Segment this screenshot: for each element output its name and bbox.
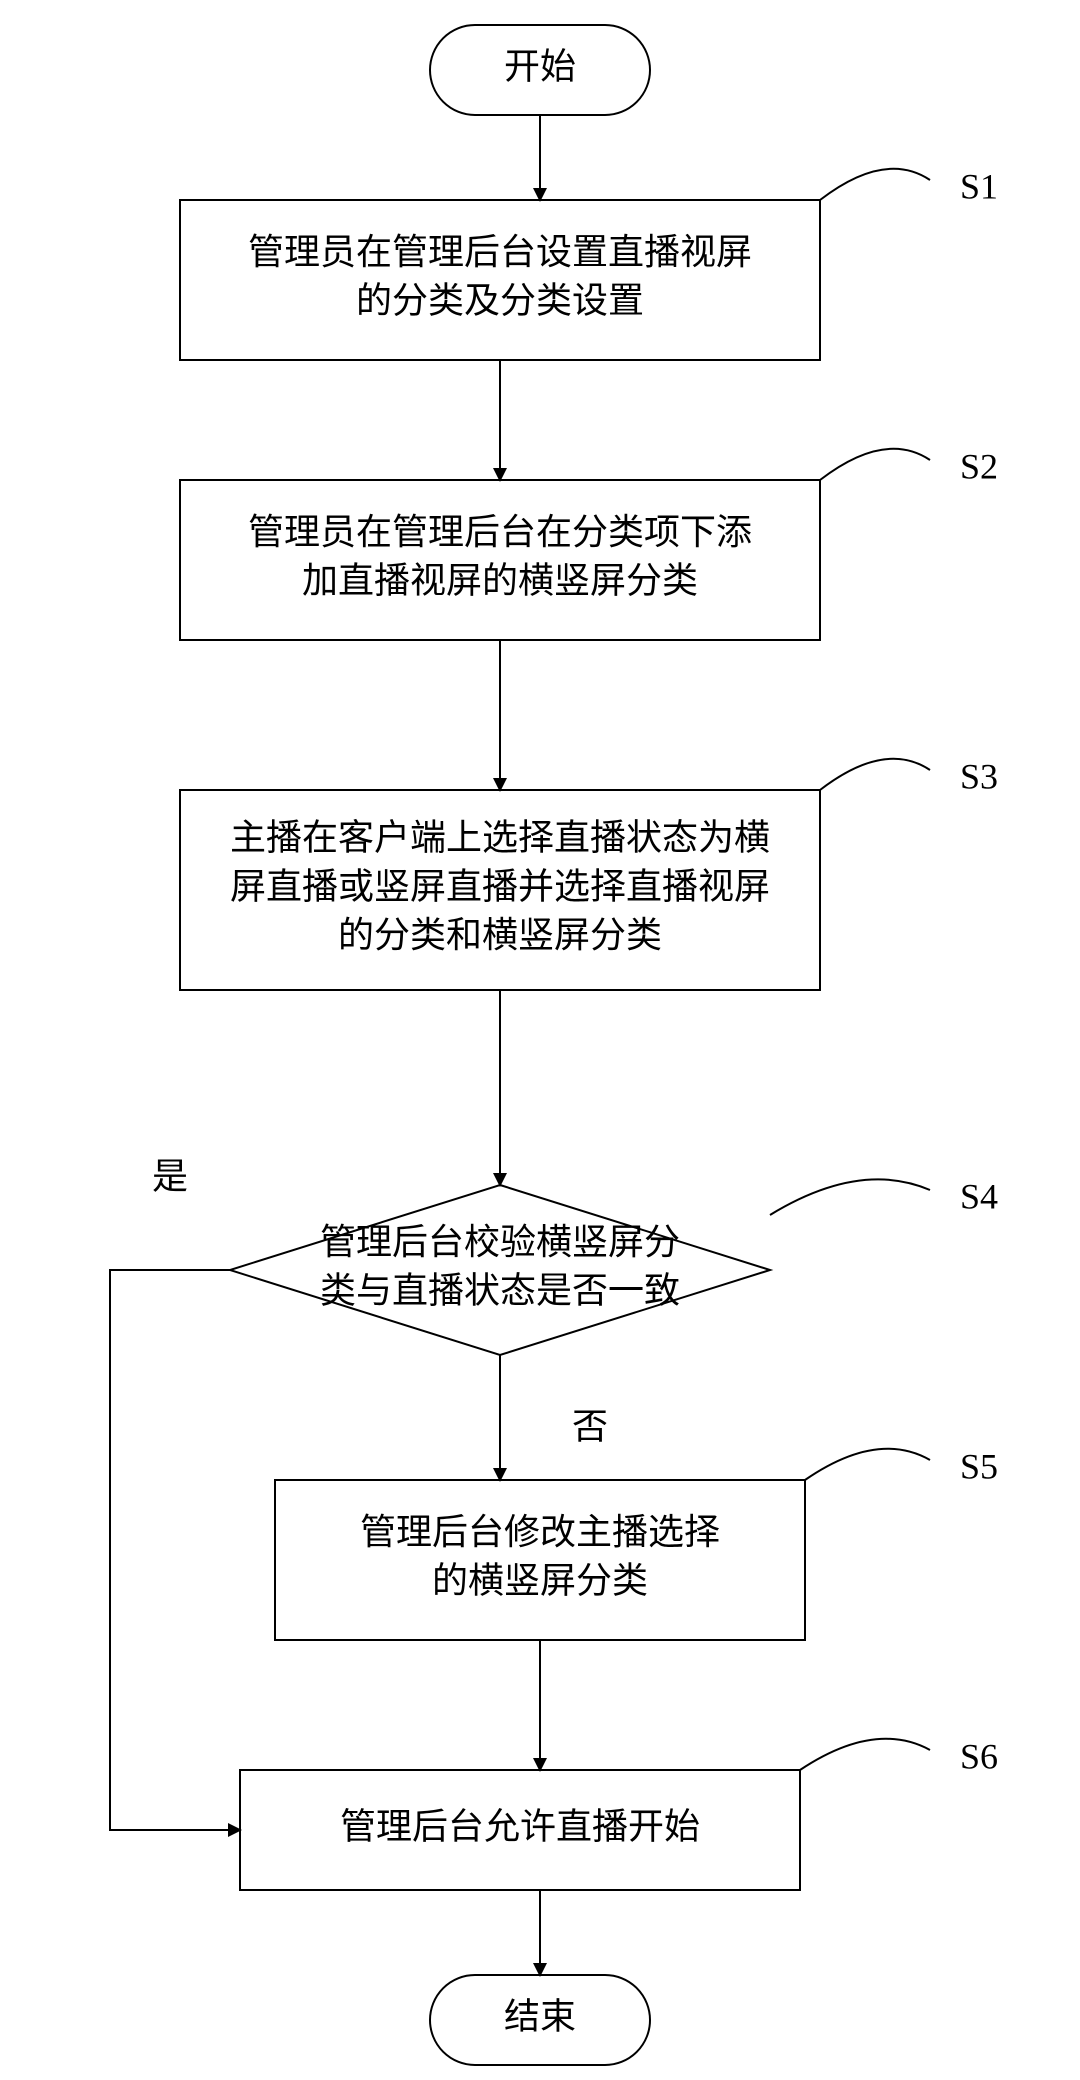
svg-text:结束: 结束 [504,1996,576,2036]
step-label-s5: S5 [960,1446,998,1486]
svg-text:管理后台允许直播开始: 管理后台允许直播开始 [340,1806,700,1846]
step-label-s6: S6 [960,1736,998,1776]
callout-s6 [800,1739,930,1770]
svg-text:管理后台校验横竖屏分: 管理后台校验横竖屏分 [320,1222,680,1262]
svg-text:的分类和横竖屏分类: 的分类和横竖屏分类 [338,915,662,955]
flowchart-canvas: 开始管理员在管理后台设置直播视屏的分类及分类设置管理员在管理后台在分类项下添加直… [0,0,1080,2080]
label-yes: 是 [152,1156,188,1196]
svg-text:管理员在管理后台设置直播视屏: 管理员在管理后台设置直播视屏 [248,232,752,272]
callout-s4 [770,1179,930,1215]
label-no: 否 [572,1406,608,1446]
svg-text:开始: 开始 [504,46,576,86]
callout-s1 [820,169,930,200]
svg-text:的分类及分类设置: 的分类及分类设置 [356,281,644,321]
svg-text:加直播视屏的横竖屏分类: 加直播视屏的横竖屏分类 [302,561,698,601]
edge-yes-path [110,1270,240,1830]
callout-s5 [805,1449,930,1480]
step-label-s3: S3 [960,756,998,796]
callout-s3 [820,759,930,790]
step-label-s2: S2 [960,446,998,486]
svg-text:主播在客户端上选择直播状态为横: 主播在客户端上选择直播状态为横 [230,818,770,858]
step-label-s4: S4 [960,1176,998,1216]
svg-text:类与直播状态是否一致: 类与直播状态是否一致 [320,1271,680,1311]
svg-text:管理后台修改主播选择: 管理后台修改主播选择 [360,1512,720,1552]
callout-s2 [820,449,930,480]
node-end: 结束 [430,1975,650,2065]
step-label-s1: S1 [960,166,998,206]
svg-text:的横竖屏分类: 的横竖屏分类 [432,1561,648,1601]
svg-text:屏直播或竖屏直播并选择直播视屏: 屏直播或竖屏直播并选择直播视屏 [230,866,770,906]
node-start: 开始 [430,25,650,115]
svg-text:管理员在管理后台在分类项下添: 管理员在管理后台在分类项下添 [248,512,752,552]
